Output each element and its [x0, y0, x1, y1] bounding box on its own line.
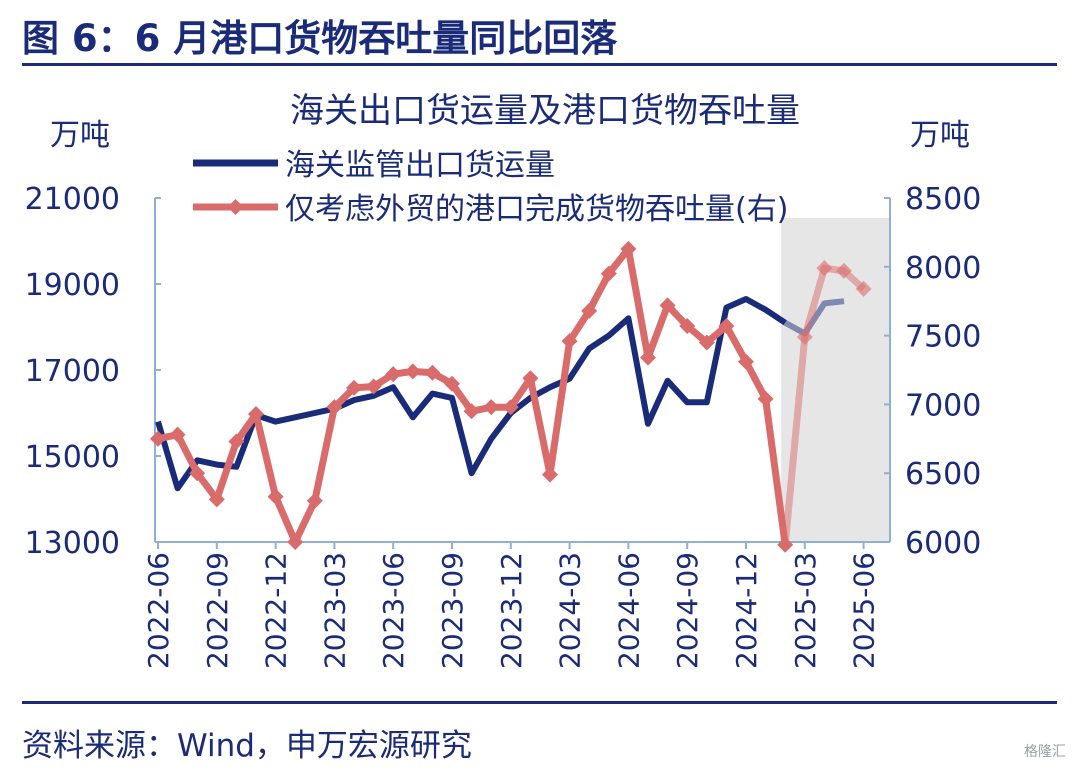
series-line-0-shaded [783, 298, 845, 337]
right-tick-label: 7000 [905, 388, 981, 423]
series-marker [679, 317, 696, 334]
series-marker [757, 390, 774, 407]
x-tick-label: 2024-06 [612, 552, 645, 669]
series-marker [346, 379, 362, 396]
series-marker [404, 363, 421, 380]
right-tick-label: 7500 [905, 320, 981, 355]
legend: 海关监管出口货运量 仅考虑外贸的港口完成货物吞吐量(右) [193, 148, 788, 227]
bottom-divider [22, 701, 1057, 704]
left-tick-label: 17000 [25, 354, 120, 389]
top-divider [22, 63, 1057, 66]
series-marker [463, 403, 480, 420]
series-marker [542, 466, 558, 483]
x-tick-label: 2024-09 [671, 552, 704, 669]
left-tick-label: 15000 [25, 440, 120, 475]
series-marker [855, 280, 872, 297]
figure-title: 图 6：6 月港口货物吞吐量同比回落 [22, 17, 618, 60]
series-marker [150, 430, 166, 447]
series-marker [208, 491, 225, 508]
legend-marker [227, 199, 244, 215]
series-marker [698, 334, 715, 351]
watermark-logo: 格隆汇 [1024, 744, 1066, 760]
series-marker [600, 265, 617, 282]
series-marker [738, 353, 754, 370]
left-tick-label: 13000 [25, 526, 120, 561]
x-tick-label: 2023-12 [495, 552, 528, 669]
right-tick-label: 6500 [905, 457, 981, 492]
x-tick-label: 2022-09 [201, 552, 234, 669]
left-axis-ticks: 21000 19000 17000 15000 13000 [25, 182, 161, 561]
legend-label-port: 仅考虑外贸的港口完成货物吞吐量(右) [285, 192, 788, 227]
x-tick-label: 2022-12 [260, 552, 293, 669]
series-marker [424, 364, 441, 381]
left-tick-label: 21000 [25, 182, 120, 217]
series-marker [444, 375, 460, 392]
series-marker [189, 465, 206, 482]
chart: 海关出口货运量及港口货物吞吐量 万吨 万吨 21000 19000 17000 150… [25, 91, 982, 669]
right-tick-label: 6000 [905, 526, 981, 561]
chart-title: 海关出口货运量及港口货物吞吐量 [290, 91, 800, 131]
series-marker [718, 317, 735, 334]
series-line-0 [155, 296, 787, 492]
legend-label-exports: 海关监管出口货运量 [285, 148, 555, 183]
series-layer [150, 240, 872, 553]
series-marker [640, 349, 656, 366]
series-marker [620, 240, 637, 257]
series-marker [522, 370, 539, 387]
x-tick-label: 2024-12 [730, 552, 763, 669]
series-line-1 [157, 245, 789, 546]
series-marker [228, 433, 245, 450]
series-marker [561, 333, 578, 350]
series-marker [659, 297, 676, 314]
series-marker [306, 492, 323, 509]
x-tick-label: 2023-09 [436, 552, 469, 669]
source-note: 资料来源：Wind，申万宏源研究 [22, 728, 472, 764]
right-axis-unit: 万吨 [910, 118, 970, 153]
right-axis-ticks: 8500 8000 7500 7000 6500 6000 [884, 182, 981, 561]
x-tick-label: 2024-03 [554, 552, 587, 669]
series-marker [287, 534, 304, 550]
series-marker [777, 536, 794, 553]
x-axis-ticks: 2022-06 2022-09 2022-12 2023-03 2023-06 2023-… [142, 542, 881, 669]
series-marker [483, 399, 500, 416]
series-marker [169, 426, 186, 443]
right-tick-label: 8000 [905, 251, 981, 286]
series-marker [836, 262, 852, 279]
x-tick-label: 2023-06 [377, 552, 410, 669]
series-marker [385, 366, 402, 383]
x-tick-label: 2025-03 [789, 552, 822, 669]
series-marker [816, 260, 833, 277]
series-marker [267, 488, 284, 505]
series-marker [365, 378, 382, 395]
left-axis-unit: 万吨 [50, 118, 110, 153]
series-marker [326, 399, 343, 416]
series-marker [248, 406, 264, 423]
x-tick-label: 2022-06 [142, 552, 175, 669]
series-marker [796, 328, 813, 345]
series-marker [581, 302, 598, 319]
series-marker [502, 399, 519, 416]
x-tick-label: 2023-03 [318, 552, 351, 669]
left-tick-label: 19000 [25, 268, 120, 303]
x-tick-label: 2025-06 [848, 552, 881, 669]
right-tick-label: 8500 [905, 182, 981, 217]
